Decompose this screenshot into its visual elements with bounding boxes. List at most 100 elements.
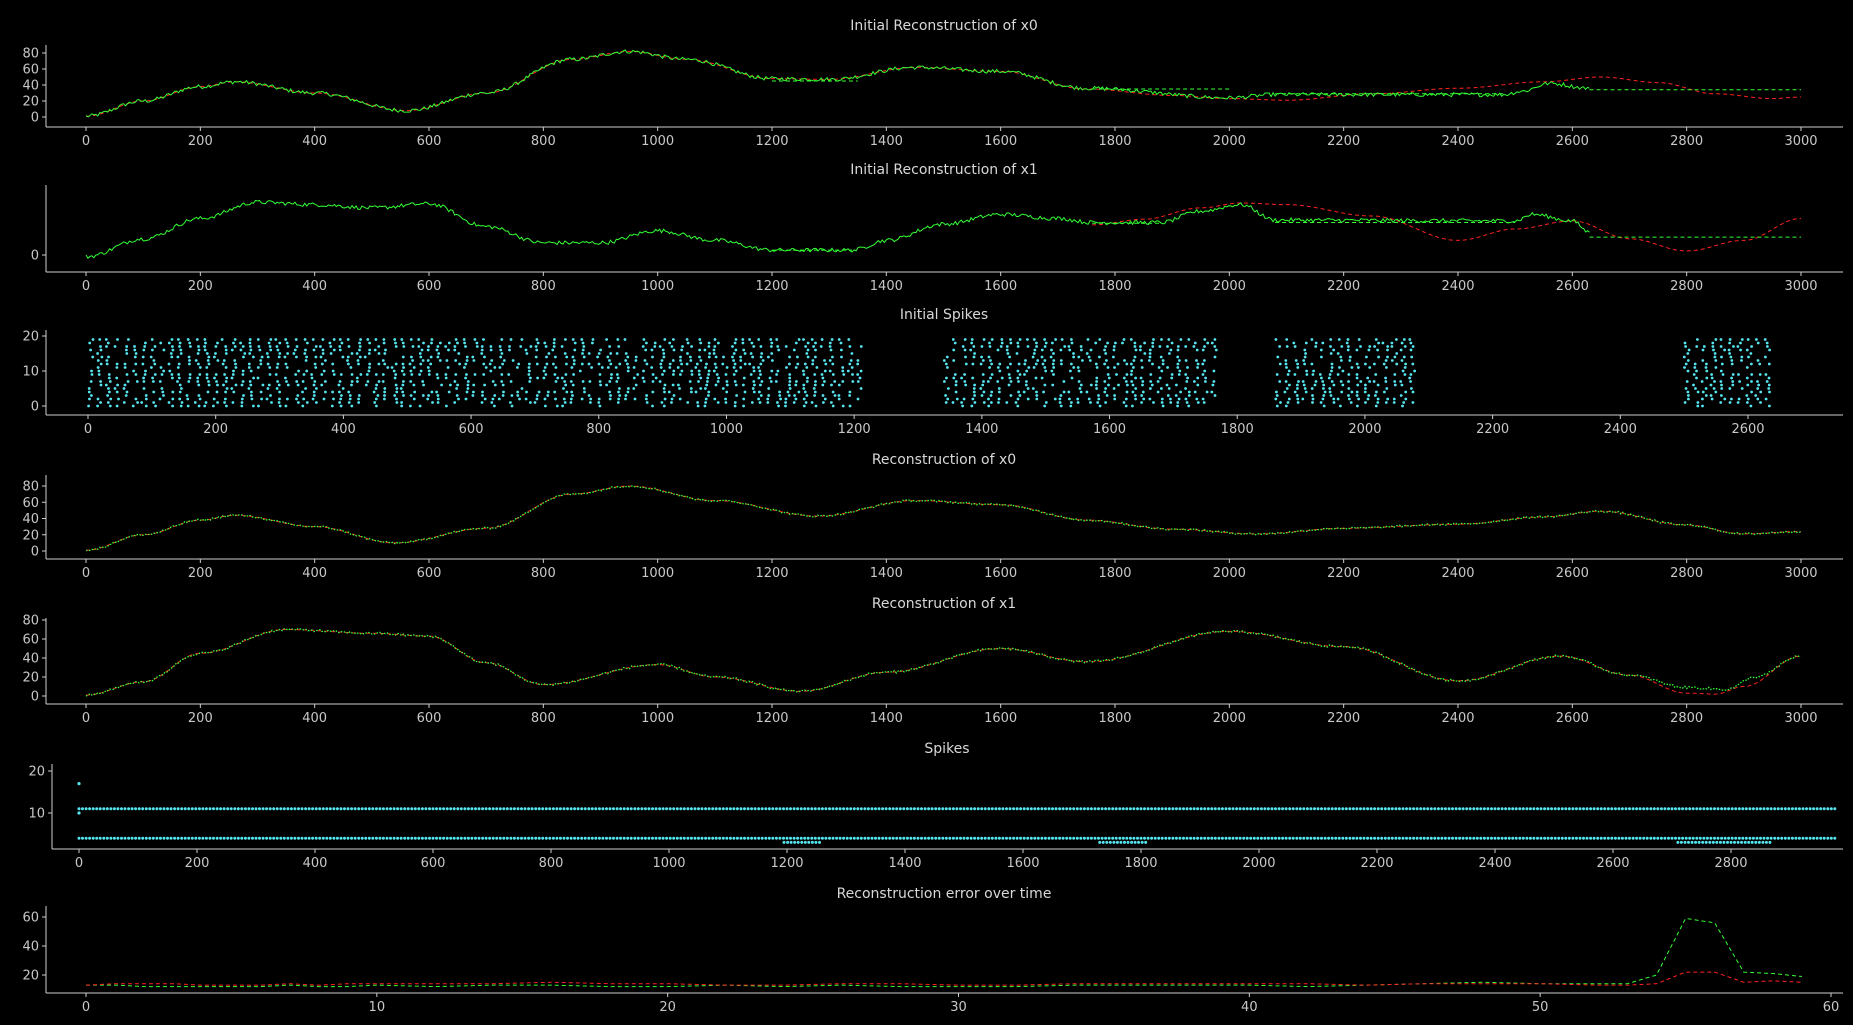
- spike-point: [686, 341, 690, 345]
- spike-point: [891, 836, 895, 840]
- spike-point: [1355, 390, 1359, 394]
- spike-point: [1192, 807, 1196, 811]
- spike-point: [1401, 807, 1405, 811]
- spike-point: [197, 404, 201, 408]
- spike-point: [1058, 807, 1062, 811]
- spike-point: [1201, 348, 1205, 352]
- spike-point: [923, 836, 927, 840]
- spike-point: [142, 348, 146, 352]
- spike-point: [464, 376, 467, 380]
- spike-point: [1384, 401, 1388, 404]
- spike-point: [1018, 338, 1022, 341]
- spike-point: [989, 376, 992, 380]
- spike-point: [358, 348, 361, 352]
- spike-point: [782, 807, 785, 811]
- spike-point: [1500, 836, 1504, 840]
- spike-point: [252, 404, 255, 408]
- spike-point: [704, 387, 707, 390]
- spike-point: [1384, 376, 1387, 380]
- spike-point: [1148, 355, 1152, 359]
- spike-point: [1294, 359, 1298, 362]
- spike-point: [224, 397, 227, 401]
- spike-point: [311, 338, 315, 341]
- spike-point: [581, 352, 584, 355]
- spike-point: [1051, 807, 1054, 811]
- spike-point: [1599, 836, 1603, 840]
- spike-point: [1521, 807, 1525, 811]
- spike-point: [1321, 380, 1325, 383]
- spike-point: [224, 390, 228, 394]
- spike-point: [286, 836, 290, 840]
- spike-point: [1133, 345, 1137, 348]
- spike-point: [714, 383, 718, 387]
- spike-point: [698, 348, 702, 352]
- spike-point: [1009, 380, 1013, 383]
- spike-point: [530, 807, 534, 811]
- spike-point: [822, 401, 825, 404]
- spike-point: [545, 355, 548, 359]
- spike-point: [1164, 836, 1168, 840]
- spike-point: [502, 807, 506, 811]
- spike-point: [796, 362, 800, 366]
- spike-point: [785, 807, 789, 811]
- spike-point: [1557, 836, 1561, 840]
- spike-point: [980, 836, 984, 840]
- spike-point: [226, 807, 230, 811]
- spike-point: [746, 807, 750, 811]
- spike-point: [412, 383, 416, 387]
- spike-point: [233, 338, 237, 341]
- spike-point: [1184, 373, 1188, 376]
- spike-point: [134, 836, 138, 840]
- x-tick-label: 1200: [770, 856, 803, 871]
- y-tick-label: 20: [22, 671, 39, 686]
- spike-point: [1582, 836, 1585, 840]
- spike-point: [1709, 807, 1713, 811]
- spike-point: [413, 390, 417, 394]
- spike-point: [1525, 836, 1529, 840]
- x-tick-label: 2600: [1556, 711, 1589, 726]
- spike-point: [1704, 366, 1708, 369]
- spike-point: [115, 404, 119, 408]
- spike-point: [1350, 390, 1354, 394]
- spike-point: [195, 338, 199, 341]
- spike-point: [1134, 387, 1138, 390]
- spike-point: [505, 836, 509, 840]
- spike-point: [963, 373, 966, 376]
- spike-point: [297, 369, 300, 373]
- spike-point: [1738, 380, 1741, 383]
- spike-point: [1694, 840, 1698, 844]
- spike-point: [305, 369, 309, 373]
- spike-point: [682, 807, 686, 811]
- spike-point: [671, 383, 675, 387]
- spike-point: [252, 355, 255, 359]
- spike-point: [151, 836, 155, 840]
- spike-point: [1095, 380, 1098, 383]
- spike-point: [517, 362, 521, 366]
- spike-point: [1126, 383, 1129, 387]
- spike-point: [658, 836, 662, 840]
- spike-point: [824, 807, 828, 811]
- spike-point: [718, 807, 722, 811]
- spike-point: [368, 341, 371, 345]
- spike-point: [553, 338, 556, 341]
- spike-point: [1683, 840, 1687, 844]
- spike-point: [898, 807, 902, 811]
- spike-point: [1184, 387, 1187, 390]
- spike-point: [285, 366, 289, 369]
- spike-point: [275, 387, 279, 390]
- spike-point: [1381, 341, 1385, 345]
- spike-point: [116, 836, 120, 840]
- x-tick-label: 20: [659, 1000, 676, 1015]
- spike-point: [1309, 807, 1313, 811]
- spike-point: [617, 345, 621, 348]
- spike-point: [376, 394, 380, 397]
- spike-point: [996, 366, 1000, 369]
- spike-point: [81, 807, 84, 811]
- spike-point: [89, 380, 93, 383]
- spike-point: [1765, 341, 1769, 345]
- spike-point: [1731, 373, 1735, 376]
- spike-point: [1077, 355, 1081, 359]
- spike-point: [266, 387, 270, 390]
- spike-point: [394, 373, 398, 376]
- spike-point: [1185, 807, 1189, 811]
